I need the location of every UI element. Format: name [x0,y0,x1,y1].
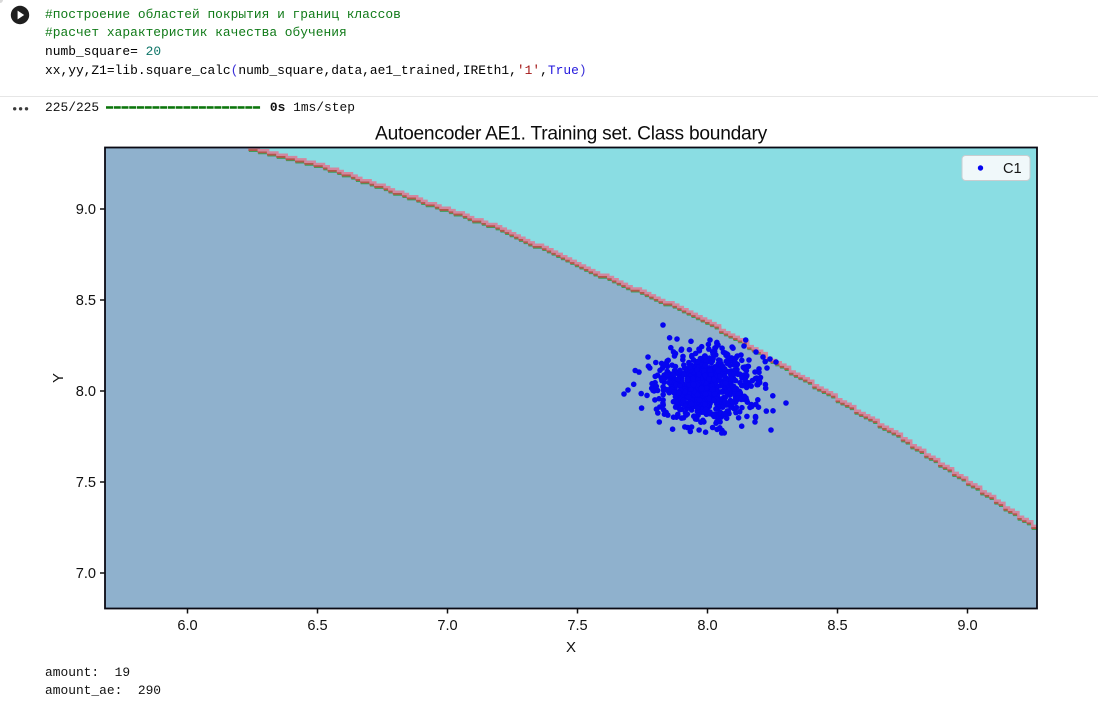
svg-text:9.0: 9.0 [957,618,977,634]
svg-text:8.5: 8.5 [76,293,96,309]
svg-text:Autoencoder AE1. Training set.: Autoencoder AE1. Training set. Class bou… [375,124,768,145]
svg-text:7.5: 7.5 [76,475,96,491]
svg-text:7.0: 7.0 [437,618,457,634]
svg-text:X: X [566,639,576,656]
svg-text:7.0: 7.0 [76,566,96,582]
svg-text:6.0: 6.0 [177,618,197,634]
svg-text:6.5: 6.5 [307,618,327,634]
svg-text:Y: Y [50,373,67,383]
svg-text:7.5: 7.5 [567,618,587,634]
svg-text:9.0: 9.0 [76,202,96,218]
svg-text:8.0: 8.0 [76,384,96,400]
svg-text:C1: C1 [1003,161,1022,177]
svg-text:8.0: 8.0 [697,618,717,634]
svg-text:8.5: 8.5 [827,618,847,634]
